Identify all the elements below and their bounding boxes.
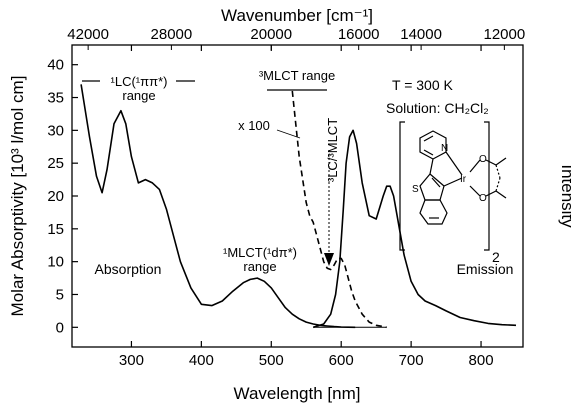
top-tick-label: 28000 [151,26,193,43]
y2-axis-title: Intensity [558,164,571,228]
y-axis-ticks: 0 5 10 15 20 25 30 35 40 [47,57,78,336]
y-axis-title: Molar Absorptivity [10³ l/mol cm] [8,76,27,317]
top-tick-label: 42000 [67,26,109,43]
lc-range-label-2: range [122,88,155,103]
x-tick-label: 300 [119,352,144,369]
y-tick-label: 10 [47,254,64,271]
series-emission [312,129,517,329]
lc-range-label: ¹LC(¹ππ*) [111,74,168,89]
x-axis-title: Wavelength [nm] [234,384,361,403]
x-tick-label: 400 [189,352,214,369]
top-axis-ticks: 42000 28000 20000 16000 14000 12000 [67,26,525,50]
lc-mlct-label: ³LC/³MLCT [325,118,340,182]
series-layer [80,84,517,329]
o-atom-label-top: O [479,154,487,165]
conditions-solvent: Solution: CH₂Cl₂ [386,100,489,116]
top-tick-label: 12000 [483,26,525,43]
y-tick-label: 0 [56,319,64,336]
emission-label: Emission [457,261,514,277]
y-tick-label: 5 [56,286,64,303]
y-tick-label: 20 [47,188,64,205]
x-tick-label: 500 [259,352,284,369]
o-atom-label-bottom: O [479,193,487,204]
x-tick-label: 600 [329,352,354,369]
ir-atom-label: Ir [460,174,467,185]
scale-factor-leader [276,129,301,139]
lc-mlct-arrow-head [324,253,334,266]
n-atom-label: N [441,143,448,154]
s-atom-label: S [412,184,419,195]
mlct3-range-label: ³MLCT range [259,68,335,83]
y-tick-label: 30 [47,122,64,139]
y-tick-label: 40 [47,57,64,74]
x-tick-label: 700 [399,352,424,369]
scale-factor-label: x 100 [238,118,270,133]
mlct1-label: ¹MLCT(¹dπ*) [223,245,297,260]
complex-subscript: 2 [492,249,500,265]
top-axis-title: Wavenumber [cm⁻¹] [221,6,373,25]
y-tick-label: 15 [47,221,64,238]
mlct1-label-2: range [243,259,276,274]
top-tick-label: 20000 [250,26,292,43]
absorption-label: Absorption [95,261,162,277]
y-tick-label: 25 [47,155,64,172]
series-absorption-x100 [291,90,387,329]
top-tick-label: 16000 [338,26,380,43]
conditions-temperature: T = 300 K [392,77,454,93]
series-absorption [80,84,356,329]
top-tick-label: 14000 [400,26,442,43]
iridium-complex-structure [399,121,507,251]
x-tick-label: 800 [469,352,494,369]
x-axis-ticks: 300 400 500 600 700 800 [119,45,494,369]
y-tick-label: 35 [47,90,64,107]
